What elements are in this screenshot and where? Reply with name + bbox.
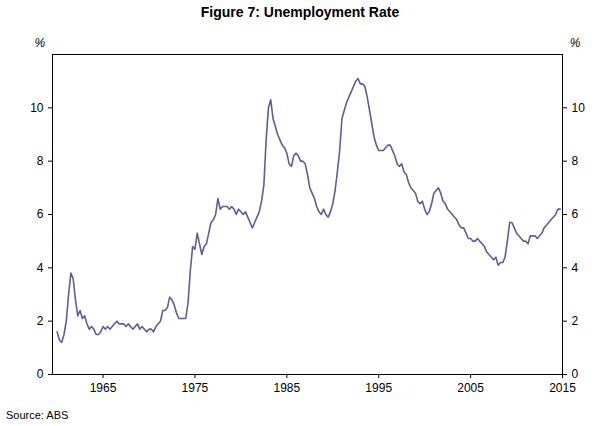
svg-text:1975: 1975	[182, 381, 209, 395]
svg-text:8: 8	[572, 154, 579, 168]
svg-text:1965: 1965	[90, 381, 117, 395]
svg-text:10: 10	[572, 101, 586, 115]
svg-text:1985: 1985	[273, 381, 300, 395]
svg-text:2: 2	[37, 314, 44, 328]
svg-text:10: 10	[30, 101, 44, 115]
svg-text:6: 6	[37, 207, 44, 221]
svg-text:%: %	[570, 36, 581, 50]
svg-text:2: 2	[572, 314, 579, 328]
svg-text:0: 0	[37, 367, 44, 381]
html-text:Source: ABS: Source: ABS	[6, 409, 69, 421]
svg-text:0: 0	[572, 367, 579, 381]
svg-text:6: 6	[572, 207, 579, 221]
svg-text:4: 4	[572, 261, 579, 275]
html-text:Figure 7: Unemployment Rate: Figure 7: Unemployment Rate	[200, 4, 400, 20]
svg-text:%: %	[35, 36, 46, 50]
svg-text:2015: 2015	[549, 381, 576, 395]
svg-text:1995: 1995	[365, 381, 392, 395]
svg-text:2005: 2005	[457, 381, 484, 395]
svg-text:4: 4	[37, 261, 44, 275]
svg-text:8: 8	[37, 154, 44, 168]
